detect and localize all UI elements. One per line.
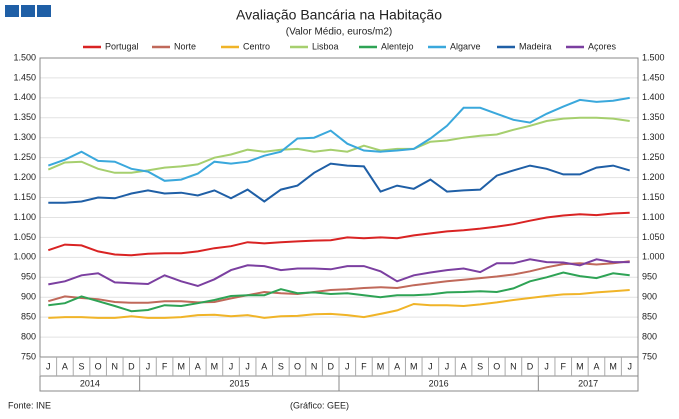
x-tick-label: O (95, 361, 102, 371)
series-line (48, 162, 630, 204)
x-tick-label: J (345, 361, 350, 371)
series-line (48, 271, 630, 313)
x-tick-label: O (294, 361, 301, 371)
y-tick-label: 1.450 (13, 72, 36, 82)
legend-label: Alentejo (381, 41, 414, 51)
y-tick-label: 850 (21, 312, 36, 322)
x-tick-label: J (627, 361, 632, 371)
x-tick-label: J (229, 361, 234, 371)
y2-tick-label: 950 (642, 272, 657, 282)
x-tick-label: A (394, 361, 400, 371)
y2-tick-label: 800 (642, 331, 657, 341)
legend-label: Centro (243, 41, 270, 51)
y2-tick-label: 750 (642, 351, 657, 361)
x-tick-label: J (46, 361, 51, 371)
chart-subtitle: (Valor Médio, euros/m2) (286, 27, 393, 38)
y2-tick-label: 1.450 (642, 72, 665, 82)
x-tick-label: M (609, 361, 617, 371)
x-tick-label: M (410, 361, 418, 371)
y-tick-label: 800 (21, 331, 36, 341)
series-line (47, 96, 630, 182)
y-tick-label: 1.100 (13, 212, 36, 222)
source: Fonte: INE (8, 400, 51, 410)
y2-tick-label: 1.200 (642, 172, 665, 182)
x-tick-label: N (510, 361, 517, 371)
series-line (48, 258, 630, 288)
x-tick-label: D (128, 361, 135, 371)
year-label: 2016 (429, 378, 449, 388)
credit: (Gráfico: GEE) (290, 400, 349, 410)
y-tick-label: 1.300 (13, 132, 36, 142)
legend-label: Açores (588, 41, 617, 51)
x-tick-label: O (493, 361, 500, 371)
x-tick-label: A (593, 361, 599, 371)
x-tick-label: A (261, 361, 267, 371)
x-tick-label: J (146, 361, 151, 371)
x-tick-label: F (361, 361, 367, 371)
x-tick-label: M (377, 361, 385, 371)
legend-label: Norte (174, 41, 196, 51)
plot-frame (39, 57, 639, 358)
series-line (48, 289, 630, 319)
series-line (48, 260, 630, 304)
x-tick-label: S (79, 361, 85, 371)
x-tick-label: S (278, 361, 284, 371)
x-tick-label: M (177, 361, 185, 371)
y-tick-label: 1.500 (13, 52, 36, 62)
x-tick-label: D (327, 361, 334, 371)
legend-label: Algarve (450, 41, 481, 51)
x-tick-label: M (211, 361, 219, 371)
y-tick-label: 1.000 (13, 252, 36, 262)
y2-tick-label: 1.100 (642, 212, 665, 222)
y2-tick-label: 1.300 (642, 132, 665, 142)
y2-tick-label: 1.250 (642, 152, 665, 162)
x-tick-label: F (561, 361, 567, 371)
legend-label: Lisboa (312, 41, 339, 51)
logo-block (37, 5, 51, 17)
y2-tick-label: 850 (642, 312, 657, 322)
y-tick-label: 1.200 (13, 172, 36, 182)
y-tick-label: 900 (21, 292, 36, 302)
legend-label: Madeira (519, 41, 552, 51)
logo-block (21, 5, 35, 17)
x-tick-label: J (544, 361, 549, 371)
year-label: 2015 (229, 378, 249, 388)
y2-tick-label: 1.500 (642, 52, 665, 62)
y2-tick-label: 900 (642, 292, 657, 302)
y-tick-label: 1.050 (13, 232, 36, 242)
y2-tick-label: 1.000 (642, 252, 665, 262)
x-tick-label: A (62, 361, 68, 371)
y2-tick-label: 1.350 (642, 112, 665, 122)
y2-tick-label: 1.050 (642, 232, 665, 242)
x-tick-label: N (112, 361, 119, 371)
x-tick-label: A (195, 361, 201, 371)
y2-tick-label: 1.400 (642, 92, 665, 102)
y-tick-label: 750 (21, 351, 36, 361)
y-tick-label: 1.150 (13, 192, 36, 202)
x-tick-label: N (311, 361, 318, 371)
legend-label: Portugal (105, 41, 139, 51)
y-tick-label: 1.250 (13, 152, 36, 162)
y2-tick-label: 1.150 (642, 192, 665, 202)
x-tick-label: S (477, 361, 483, 371)
series-line (47, 211, 630, 257)
year-label: 2017 (578, 378, 598, 388)
x-tick-label: D (527, 361, 534, 371)
y-tick-label: 950 (21, 272, 36, 282)
x-tick-label: J (428, 361, 433, 371)
x-tick-label: A (461, 361, 467, 371)
y-tick-label: 1.400 (13, 92, 36, 102)
x-tick-label: J (245, 361, 250, 371)
chart-title: Avaliação Bancária na Habitação (236, 7, 442, 23)
logo-block (5, 5, 19, 17)
year-label: 2014 (80, 378, 100, 388)
x-tick-label: J (445, 361, 450, 371)
y-tick-label: 1.350 (13, 112, 36, 122)
x-tick-label: M (576, 361, 584, 371)
x-tick-label: F (162, 361, 168, 371)
